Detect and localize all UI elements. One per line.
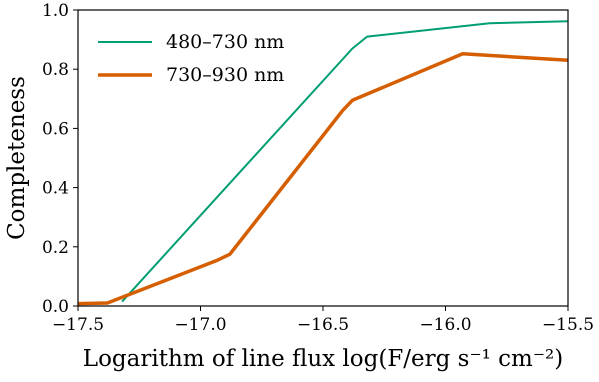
y-tick-label: 0.8: [42, 60, 69, 80]
y-tick-label: 0.2: [42, 238, 69, 258]
y-tick-label: 1.0: [42, 1, 69, 21]
y-tick-label: 0.4: [42, 179, 69, 199]
y-tick-label: 0.0: [42, 297, 69, 317]
series-line-2: [77, 52, 569, 306]
x-tick-label: −15.5: [542, 315, 594, 335]
legend: 480–730 nm 730–930 nm: [98, 31, 284, 86]
x-axis-ticks: −17.5 −17.0 −16.5 −16.0 −15.5: [52, 306, 594, 335]
y-tick-label: 0.6: [42, 119, 69, 139]
x-tick-label: −17.5: [52, 315, 104, 335]
y-axis-ticks: 0.0 0.2 0.4 0.6 0.8 1.0: [42, 1, 78, 317]
legend-label-1: 480–730 nm: [166, 31, 284, 53]
x-tick-label: −17.0: [174, 315, 226, 335]
x-axis-title: Logarithm of line flux log(F/erg s⁻¹ cm⁻…: [83, 346, 563, 372]
series-lines: [77, 20, 569, 306]
series-line-1: [121, 20, 569, 303]
legend-label-2: 730–930 nm: [166, 64, 284, 86]
x-tick-label: −16.0: [419, 315, 471, 335]
x-tick-label: −16.5: [297, 315, 349, 335]
y-axis-title: Completeness: [4, 76, 30, 240]
